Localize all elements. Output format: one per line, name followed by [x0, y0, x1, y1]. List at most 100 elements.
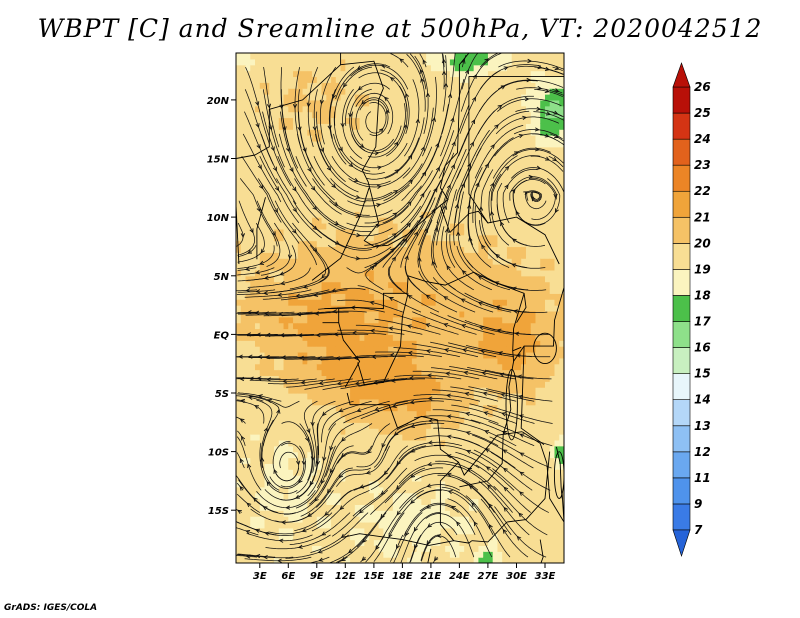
streamline-arrow	[388, 533, 393, 539]
streamline-arrow	[413, 544, 418, 550]
streamline-arrow	[394, 141, 399, 147]
streamline-arrow	[370, 265, 375, 271]
border-line	[471, 451, 551, 543]
streamline-arrow	[421, 171, 427, 177]
streamline-arrow	[407, 294, 413, 300]
border-line	[256, 197, 266, 260]
streamline-arrow	[375, 545, 380, 551]
streamline-arrow	[442, 204, 448, 210]
streamline-arrow	[335, 356, 341, 361]
streamline-arrow	[502, 449, 508, 454]
streamline-arrow	[515, 210, 520, 216]
streamline-arrow	[340, 122, 345, 128]
streamline-arrow	[517, 374, 523, 379]
streamline-arrow	[347, 548, 353, 554]
colorbar-label: 17	[694, 315, 711, 329]
streamline-arrow	[266, 103, 272, 109]
lake-outline	[533, 332, 557, 365]
streamline-arrow	[312, 126, 317, 132]
streamline-arrow	[464, 391, 470, 397]
border-line	[468, 76, 560, 265]
streamline	[237, 222, 265, 263]
streamline-arrow	[257, 164, 262, 170]
streamline-arrow	[403, 123, 408, 129]
streamline-arrow	[285, 505, 291, 510]
grads-credit: GrADS: IGES/COLA	[4, 603, 98, 613]
streamline-arrow	[481, 244, 486, 250]
streamline-arrow	[267, 398, 272, 404]
border-line	[236, 53, 342, 159]
streamline-arrow	[374, 406, 380, 411]
streamline-arrow	[388, 297, 394, 301]
streamline-arrow	[446, 434, 452, 439]
border-line	[338, 322, 361, 388]
streamline-arrow	[373, 262, 379, 267]
streamline	[236, 416, 246, 424]
streamline-arrow	[355, 256, 361, 261]
y-tick-label: 5S	[215, 389, 229, 400]
streamline-arrow	[354, 381, 360, 386]
colorbar-segment	[672, 164, 691, 192]
border-line	[458, 431, 523, 476]
y-tick-label: EQ	[214, 330, 230, 341]
streamline-arrow	[256, 144, 261, 150]
streamline-arrow	[490, 143, 495, 149]
colorbar-segment	[672, 295, 691, 322]
streamline-arrow	[553, 193, 558, 199]
streamline-arrow	[446, 414, 452, 419]
x-tick-label: 24E	[449, 571, 470, 582]
streamline-arrow	[471, 119, 476, 125]
y-tick-label: 20N	[207, 96, 230, 107]
streamline-arrow	[377, 165, 383, 170]
streamline-arrow	[252, 497, 258, 502]
streamline-arrow	[409, 400, 415, 405]
colorbar-segment	[672, 477, 691, 505]
streamline-arrow	[468, 236, 473, 242]
streamline-arrow	[408, 375, 414, 381]
streamline-arrow	[425, 92, 431, 98]
streamline-arrow	[353, 177, 359, 182]
streamline-arrow	[258, 184, 264, 190]
streamline	[236, 493, 261, 513]
streamline-arrow	[239, 485, 244, 491]
streamline-arrow	[266, 377, 272, 382]
streamline-arrow	[369, 300, 375, 305]
streamline	[550, 133, 564, 142]
streamline-arrow	[500, 85, 506, 90]
streamline-arrow	[469, 141, 474, 147]
streamline-arrow	[450, 117, 455, 123]
streamline-arrow	[246, 502, 252, 508]
streamline-arrow	[306, 102, 311, 108]
colorbar-segment	[672, 190, 691, 218]
streamline-arrow	[247, 463, 252, 469]
streamline-arrow	[322, 456, 327, 462]
streamline-arrow	[348, 162, 354, 168]
streamline-arrow	[427, 440, 433, 445]
streamline-arrow	[300, 380, 306, 385]
streamline-arrow	[246, 310, 252, 315]
streamline-arrow	[537, 85, 543, 91]
streamline-arrow	[443, 296, 449, 301]
streamline-arrow	[324, 511, 330, 516]
streamline-arrow	[307, 167, 312, 173]
streamline-arrow	[259, 456, 265, 462]
streamline	[236, 393, 300, 408]
streamline-arrow	[372, 380, 378, 385]
colorbar-segment	[672, 399, 691, 427]
streamline-arrow	[356, 408, 362, 413]
streamline-arrow	[425, 349, 431, 354]
streamline-arrow	[358, 509, 364, 514]
streamline-arrow	[285, 147, 291, 153]
streamline-arrow	[544, 133, 550, 138]
streamline-arrow	[262, 555, 268, 560]
streamline-arrow	[321, 273, 326, 279]
colorbar-segment	[672, 373, 691, 400]
streamline-arrow	[407, 201, 412, 206]
streamline-arrow	[554, 134, 560, 138]
streamline-arrow	[545, 156, 551, 161]
streamline-arrow	[262, 506, 268, 511]
streamline-arrow	[479, 349, 486, 354]
streamline-arrow	[552, 156, 558, 162]
streamline-arrow	[478, 205, 484, 211]
x-tick-label: 12E	[335, 571, 356, 582]
